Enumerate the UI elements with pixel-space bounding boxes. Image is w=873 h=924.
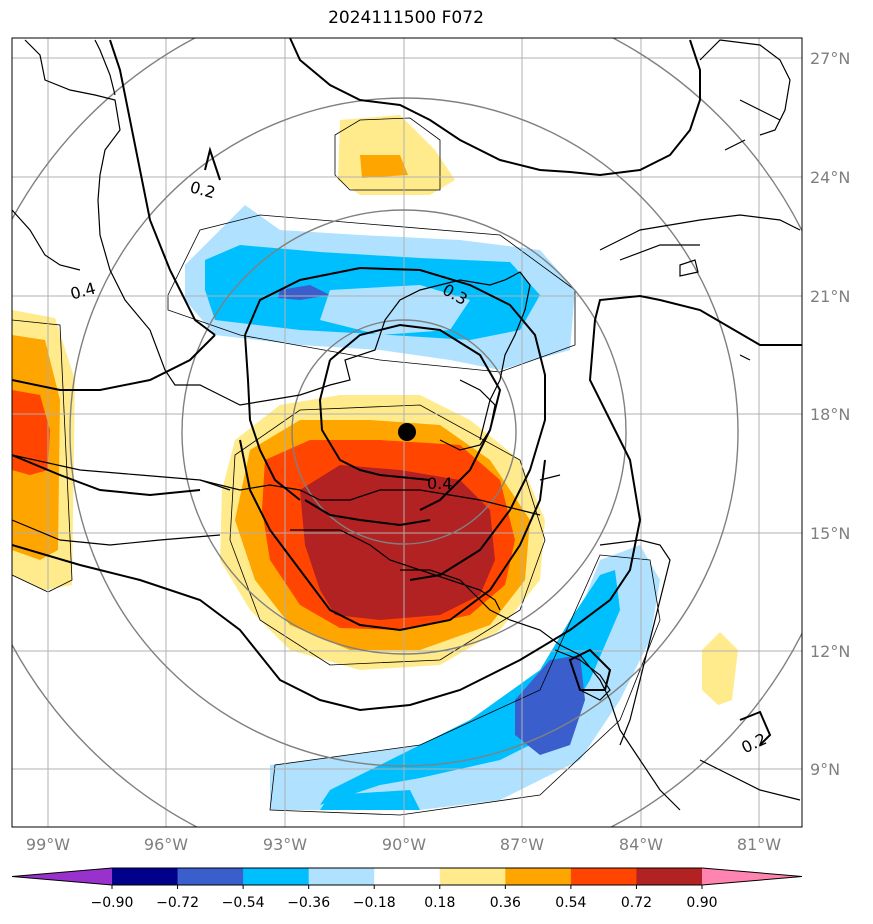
lon-label-93: 93°W xyxy=(263,835,307,854)
colorbar-segment xyxy=(177,868,244,885)
colorbar-segment xyxy=(112,868,179,885)
contour-label-3: 0.4 xyxy=(427,474,452,493)
lat-label-9: 9°N xyxy=(810,760,840,779)
range-rings xyxy=(12,38,802,827)
latitude-labels: 27°N 24°N 21°N 18°N 15°N 12°N 9°N xyxy=(810,49,850,779)
colorbar-tick-label: −0.54 xyxy=(222,895,265,911)
colorbar-segment xyxy=(505,868,572,885)
colorbar-extend-high xyxy=(702,868,802,885)
colorbar-tick-label: 0.72 xyxy=(621,895,652,911)
lat-label-24: 24°N xyxy=(810,168,850,187)
lat-label-15: 15°N xyxy=(810,524,850,543)
colorbar-segment xyxy=(243,868,310,885)
storm-center-marker xyxy=(398,423,416,441)
map-title: 2024111500 F072 xyxy=(328,8,484,28)
lat-label-12: 12°N xyxy=(810,642,850,661)
colorbar-segment xyxy=(439,868,506,885)
longitude-labels: 99°W 96°W 93°W 90°W 87°W 84°W 81°W xyxy=(26,835,781,854)
colorbar-tick-label: 0.54 xyxy=(555,895,586,911)
contour-label-1: 0.4 xyxy=(68,279,98,304)
colorbar-extend-low xyxy=(12,868,112,885)
coastlines xyxy=(12,39,801,811)
colorbar-segment xyxy=(570,868,637,885)
anomaly-fill xyxy=(12,115,738,810)
colorbar-segment xyxy=(374,868,441,885)
lon-label-99: 99°W xyxy=(26,835,70,854)
colorbar-tick-label: −0.72 xyxy=(156,895,199,911)
lat-label-21: 21°N xyxy=(810,287,850,306)
lon-label-87: 87°W xyxy=(500,835,544,854)
lon-label-96: 96°W xyxy=(144,835,188,854)
lat-label-27: 27°N xyxy=(810,49,850,68)
thick-contours xyxy=(12,38,802,746)
lon-label-81: 81°W xyxy=(737,835,781,854)
colorbar: −0.90 −0.72 −0.54 −0.36 −0.18 0.18 0.36 0.54 0.7… xyxy=(11,867,803,911)
colorbar-segment xyxy=(636,868,703,885)
lat-label-18: 18°N xyxy=(810,405,850,424)
colorbar-tick-label: 0.18 xyxy=(424,895,455,911)
colorbar-tick-label: −0.90 xyxy=(91,895,134,911)
colorbar-tick-label: 0.36 xyxy=(490,895,521,911)
lon-label-84: 84°W xyxy=(619,835,663,854)
contour-label-4: 0.2 xyxy=(738,729,769,757)
colorbar-segment xyxy=(308,868,375,885)
axes-frame xyxy=(11,37,803,828)
contour-label-0: 0.2 xyxy=(188,177,218,202)
thin-contours xyxy=(12,117,661,816)
colorbar-tick-label: −0.36 xyxy=(287,895,330,911)
lon-label-90: 90°W xyxy=(382,835,426,854)
colorbar-tick-label: 0.90 xyxy=(686,895,717,911)
colorbar-tick-label: −0.18 xyxy=(353,895,396,911)
